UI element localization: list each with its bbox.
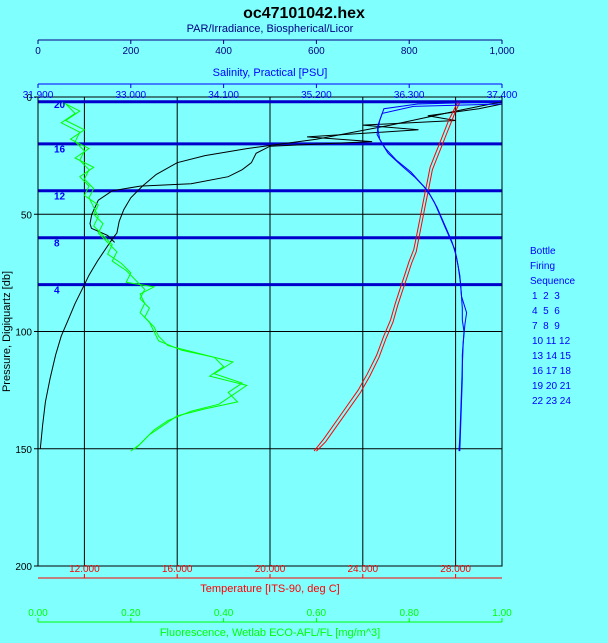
tick-label: 0.00 bbox=[28, 608, 48, 619]
tick-label: 24.000 bbox=[348, 564, 379, 575]
tick-label: 400 bbox=[215, 46, 232, 57]
series-layer bbox=[39, 101, 503, 452]
tick-label: 200 bbox=[122, 46, 139, 57]
chart-title: oc47101042.hex bbox=[243, 5, 365, 22]
axis-title: Pressure, Digiquartz [db] bbox=[1, 271, 13, 392]
bottle-labels: 20 16 12 8 4 bbox=[54, 100, 66, 296]
bottle-label: 16 bbox=[54, 145, 66, 156]
axis-title: Fluorescence, Wetlab ECO-AFL/FL [mg/m^3] bbox=[160, 627, 380, 639]
legend-title: Bottle bbox=[530, 246, 556, 257]
bottom-axis-fluorescence-wetlab-eco-afl-fl-mg-m-3: 0.00 0.20 0.40 0.60 0.80 1.00 Fluorescence, We… bbox=[28, 608, 512, 639]
series-salinity-practical-psu-upcast bbox=[376, 103, 503, 452]
legend-row: 22 23 24 bbox=[532, 396, 571, 407]
series-temperature-its-90-deg-c bbox=[313, 101, 459, 452]
top-axis-salinity-practical-psu: Salinity, Practical [PSU] 31.900 33.000 34.… bbox=[23, 67, 518, 101]
legend-row: 1 2 3 bbox=[532, 291, 560, 302]
series-par-irradiance-biospherical-licor bbox=[39, 101, 503, 449]
tick-label: 100 bbox=[15, 328, 32, 339]
tick-label: 0.60 bbox=[307, 608, 327, 619]
series-fluorescence-wetlab-eco-afl-fl-mg-m-3 bbox=[60, 101, 244, 452]
tick-label: 1.00 bbox=[492, 608, 512, 619]
tick-label: 34.100 bbox=[208, 90, 239, 101]
tick-label: 0 bbox=[26, 93, 32, 104]
tick-label: 37.400 bbox=[487, 90, 518, 101]
axis-title: Temperature [ITS-90, deg C] bbox=[200, 583, 339, 595]
legend-row: 4 5 6 bbox=[532, 306, 560, 317]
tick-label: 50 bbox=[21, 210, 33, 221]
tick-label: 600 bbox=[308, 46, 325, 57]
tick-label: 200 bbox=[15, 562, 32, 573]
series-fluorescence-wetlab-eco-afl-fl-mg-m-3-upcast bbox=[60, 103, 249, 450]
legend-title: Sequence bbox=[530, 276, 575, 287]
bottle-label: 4 bbox=[54, 285, 60, 296]
bottle-firing-lines bbox=[38, 100, 502, 287]
legend-row: 13 14 15 bbox=[532, 351, 571, 362]
tick-label: 1,000 bbox=[489, 46, 514, 57]
tick-label: 0 bbox=[35, 46, 41, 57]
bottom-axis-temperature-its-90-deg-c: 12.000 16.000 20.000 24.000 28.000 Temperatur… bbox=[38, 564, 502, 595]
legend-row: 16 17 18 bbox=[532, 366, 571, 377]
tick-label: 31.900 bbox=[23, 90, 54, 101]
tick-label: 20.000 bbox=[255, 564, 286, 575]
axis-title: PAR/Irradiance, Biospherical/Licor bbox=[187, 23, 354, 35]
tick-label: 33.000 bbox=[116, 90, 147, 101]
tick-label: 0.80 bbox=[399, 608, 419, 619]
bottle-label: 12 bbox=[54, 191, 66, 202]
tick-label: 16.000 bbox=[162, 564, 193, 575]
series-temperature-its-90-deg-c-upcast bbox=[316, 101, 461, 452]
series-par-irradiance-biospherical-licor-upcast bbox=[89, 103, 503, 243]
tick-label: 0.20 bbox=[121, 608, 141, 619]
legend-row: 10 11 12 bbox=[532, 336, 571, 347]
tick-label: 0.40 bbox=[214, 608, 234, 619]
legend-row: 7 8 9 bbox=[532, 321, 560, 332]
top-axis-par-irradiance-biospherical-licor: PAR/Irradiance, Biospherical/Licor 0 200 40… bbox=[35, 23, 515, 57]
y-axis-pressure: 0 50 100 150 200 Pressure, Digiquartz [db] bbox=[1, 93, 38, 573]
tick-label: 800 bbox=[401, 46, 418, 57]
tick-label: 35.200 bbox=[301, 90, 332, 101]
tick-label: 36.300 bbox=[394, 90, 425, 101]
tick-label: 28.000 bbox=[440, 564, 471, 575]
bottle-label: 8 bbox=[54, 238, 60, 249]
legend-row: 19 20 21 bbox=[532, 381, 571, 392]
tick-label: 12.000 bbox=[69, 564, 100, 575]
legend-title: Firing bbox=[530, 261, 555, 272]
axis-title: Salinity, Practical [PSU] bbox=[213, 67, 328, 79]
tick-label: 150 bbox=[15, 445, 32, 456]
legend: Bottle Firing Sequence 1 2 3 4 5 6 7 8 9 10 11… bbox=[530, 246, 575, 407]
bottle-label: 20 bbox=[54, 100, 66, 111]
